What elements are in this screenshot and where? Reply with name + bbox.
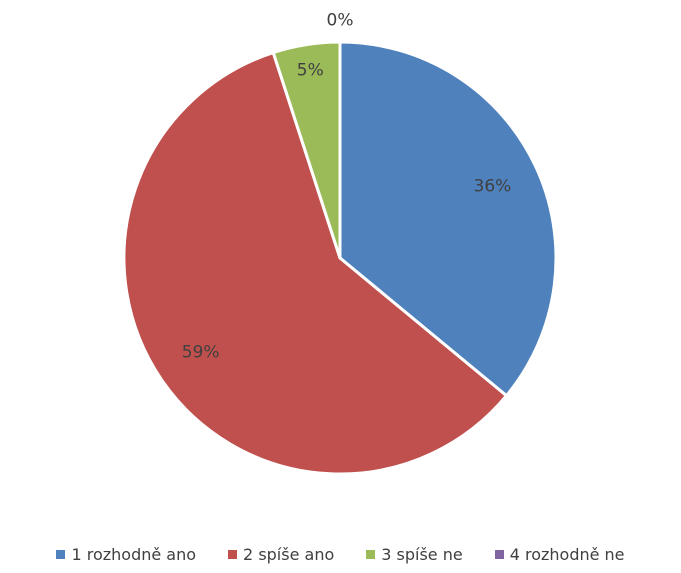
pie-slice-spise-ano <box>122 51 508 476</box>
data-label-spise-ano: 59% <box>182 343 220 363</box>
legend-item-spise-ne: 3 spíše ne <box>366 542 463 566</box>
pie-chart: 36% 59% 5% 0% <box>122 10 558 476</box>
pie-slice-rozhodne-ano <box>338 40 558 398</box>
pie-slice-spise-ne <box>271 40 342 260</box>
legend-label: 3 spíše ne <box>381 544 463 564</box>
data-label-spise-ne: 5% <box>297 60 324 80</box>
legend-swatch <box>494 549 504 559</box>
legend-label: 2 spíše ano <box>243 544 335 564</box>
legend-item-rozhodne-ne: 4 rozhodně ne <box>494 542 625 566</box>
legend-item-rozhodne-ano: 1 rozhodně ano <box>56 542 196 566</box>
legend-swatch <box>366 549 376 559</box>
legend-swatch <box>228 549 238 559</box>
legend-label: 4 rozhodně ne <box>509 544 625 564</box>
pie-data-labels: 36% 59% 5% 0% <box>182 10 511 362</box>
legend-item-spise-ano: 2 spíše ano <box>228 542 334 566</box>
data-label-rozhodne-ano: 36% <box>474 176 512 196</box>
chart-legend: 1 rozhodně ano 2 spíše ano 3 spíše ne 4 roz… <box>0 542 681 566</box>
pie-slices <box>122 40 558 476</box>
legend-swatch <box>56 549 66 559</box>
legend-label: 1 rozhodně ano <box>71 544 197 564</box>
data-label-rozhodne-ne: 0% <box>327 10 354 30</box>
